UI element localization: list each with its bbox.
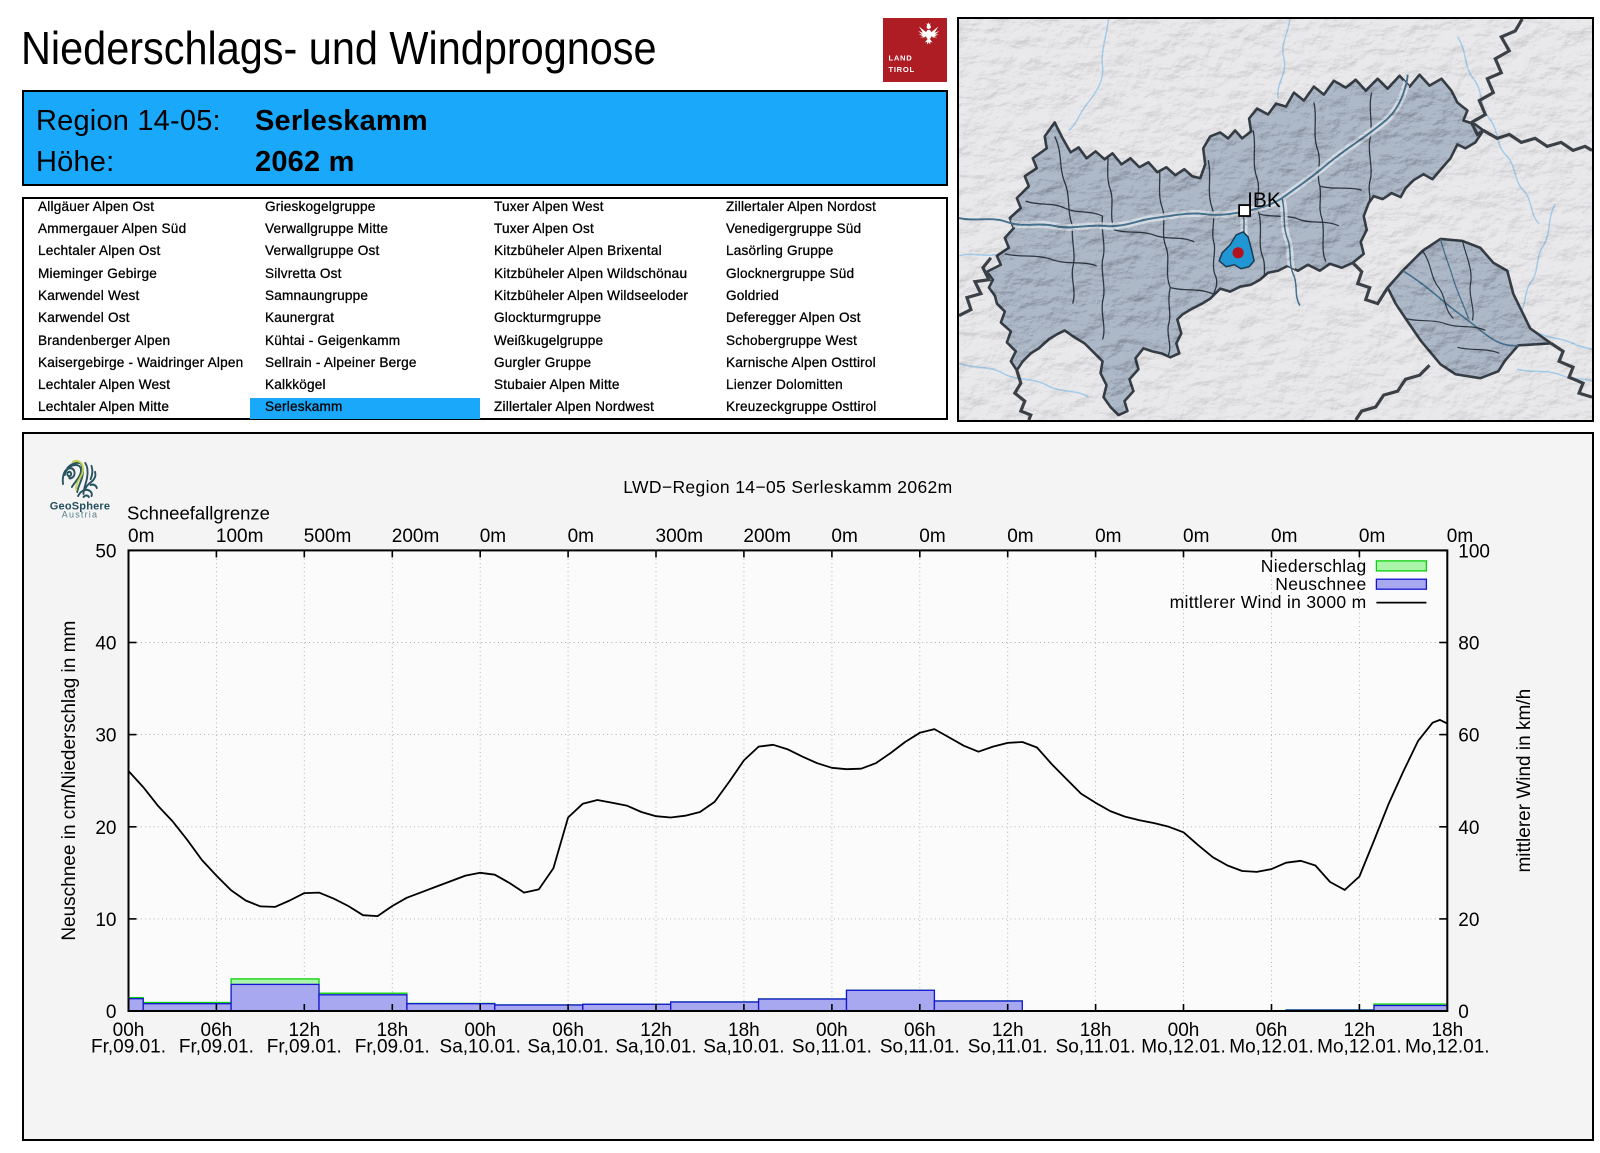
svg-text:500m: 500m — [304, 526, 352, 547]
svg-text:Sa,10.01.: Sa,10.01. — [703, 1037, 784, 1058]
svg-text:12h: 12h — [1344, 1020, 1376, 1041]
svg-text:Fr,09.01.: Fr,09.01. — [91, 1037, 166, 1058]
svg-text:40: 40 — [95, 634, 116, 655]
svg-text:0m: 0m — [1007, 526, 1033, 547]
svg-text:200m: 200m — [743, 526, 791, 547]
svg-text:Fr,09.01.: Fr,09.01. — [355, 1037, 430, 1058]
svg-text:20: 20 — [95, 818, 116, 839]
svg-text:GeoSphere: GeoSphere — [50, 501, 111, 513]
svg-text:00h: 00h — [816, 1020, 848, 1041]
svg-text:Sa,10.01.: Sa,10.01. — [615, 1037, 696, 1058]
svg-text:0m: 0m — [480, 526, 506, 547]
svg-text:12h: 12h — [992, 1020, 1024, 1041]
svg-text:0m: 0m — [1095, 526, 1121, 547]
svg-text:00h: 00h — [1168, 1020, 1200, 1041]
svg-text:30: 30 — [95, 726, 116, 747]
svg-text:18h: 18h — [1431, 1020, 1463, 1041]
svg-text:00h: 00h — [113, 1020, 145, 1041]
svg-text:12h: 12h — [288, 1020, 320, 1041]
svg-text:TIROL: TIROL — [889, 65, 915, 74]
svg-text:Neuschnee in cm/Niederschlag i: Neuschnee in cm/Niederschlag in mm — [59, 621, 80, 941]
svg-text:0m: 0m — [1271, 526, 1297, 547]
svg-text:Mo,12.01.: Mo,12.01. — [1141, 1037, 1226, 1058]
svg-text:Austria: Austria — [62, 510, 98, 520]
svg-text:06h: 06h — [201, 1020, 233, 1041]
svg-text:0m: 0m — [128, 526, 154, 547]
svg-text:mittlerer Wind in 3000 m: mittlerer Wind in 3000 m — [1170, 592, 1367, 612]
svg-text:So,11.01.: So,11.01. — [968, 1037, 1048, 1058]
svg-text:60: 60 — [1458, 726, 1479, 747]
svg-text:200m: 200m — [392, 526, 440, 547]
svg-text:Schneefallgrenze: Schneefallgrenze — [127, 503, 270, 524]
svg-text:mittlerer Wind in km/h: mittlerer Wind in km/h — [1514, 689, 1535, 873]
svg-text:80: 80 — [1458, 634, 1479, 655]
svg-text:0m: 0m — [919, 526, 945, 547]
svg-text:LAND: LAND — [889, 54, 913, 63]
svg-text:So,11.01.: So,11.01. — [792, 1037, 872, 1058]
svg-text:0m: 0m — [831, 526, 857, 547]
svg-text:0m: 0m — [1183, 526, 1209, 547]
svg-text:Sa,10.01.: Sa,10.01. — [527, 1037, 608, 1058]
svg-text:40: 40 — [1458, 818, 1479, 839]
svg-text:LWD−Region 14−05 Serleskamm 20: LWD−Region 14−05 Serleskamm 2062m — [623, 477, 952, 497]
svg-text:300m: 300m — [656, 526, 704, 547]
svg-text:Niederschlag: Niederschlag — [1261, 556, 1367, 576]
svg-text:IBK: IBK — [1247, 189, 1281, 212]
svg-text:18h: 18h — [728, 1020, 760, 1041]
svg-text:100m: 100m — [216, 526, 264, 547]
svg-text:0m: 0m — [1447, 526, 1473, 547]
svg-text:0m: 0m — [568, 526, 594, 547]
svg-text:18h: 18h — [376, 1020, 408, 1041]
svg-text:Mo,12.01.: Mo,12.01. — [1317, 1037, 1402, 1058]
svg-text:Mo,12.01.: Mo,12.01. — [1229, 1037, 1314, 1058]
svg-text:0m: 0m — [1359, 526, 1385, 547]
svg-text:100: 100 — [1458, 541, 1490, 562]
svg-text:Fr,09.01.: Fr,09.01. — [267, 1037, 342, 1058]
svg-text:06h: 06h — [1256, 1020, 1288, 1041]
svg-text:00h: 00h — [464, 1020, 496, 1041]
svg-text:50: 50 — [95, 541, 116, 562]
svg-text:12h: 12h — [640, 1020, 672, 1041]
svg-text:Sa,10.01.: Sa,10.01. — [440, 1037, 521, 1058]
svg-text:0: 0 — [1458, 1002, 1469, 1023]
svg-text:0: 0 — [106, 1002, 117, 1023]
svg-text:Neuschnee: Neuschnee — [1275, 574, 1366, 594]
svg-text:10: 10 — [95, 910, 116, 931]
svg-text:18h: 18h — [1080, 1020, 1112, 1041]
svg-text:So,11.01.: So,11.01. — [880, 1037, 960, 1058]
svg-text:06h: 06h — [552, 1020, 584, 1041]
svg-text:So,11.01.: So,11.01. — [1056, 1037, 1136, 1058]
svg-text:06h: 06h — [904, 1020, 936, 1041]
svg-text:Fr,09.01.: Fr,09.01. — [179, 1037, 254, 1058]
svg-text:20: 20 — [1458, 910, 1479, 931]
svg-text:Mo,12.01.: Mo,12.01. — [1405, 1037, 1490, 1058]
